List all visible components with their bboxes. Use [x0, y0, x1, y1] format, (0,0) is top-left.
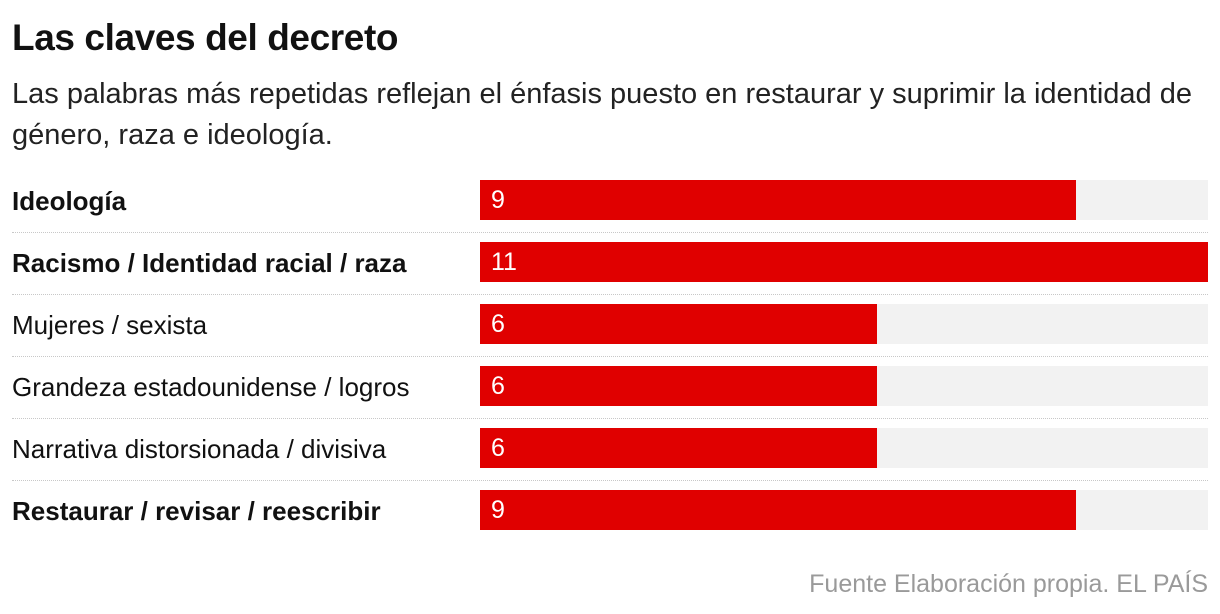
bar-row: Restaurar / revisar / reescribir 9 — [12, 480, 1208, 542]
bar: 9 — [480, 490, 1076, 530]
bar-value-label: 11 — [491, 248, 517, 276]
bar-track: 9 — [480, 490, 1208, 530]
bar-track: 6 — [480, 428, 1208, 468]
bar: 6 — [480, 366, 878, 406]
bar-value-label: 6 — [491, 310, 505, 338]
bar: 11 — [480, 242, 1208, 282]
bar-row: Narrativa distorsionada / divisiva 6 — [12, 418, 1208, 480]
category-label: Ideología — [12, 186, 127, 216]
chart-title: Las claves del decreto — [12, 17, 399, 58]
bar-row: Mujeres / sexista 6 — [12, 294, 1208, 356]
category-label: Grandeza estadounidense / logros — [12, 372, 410, 402]
bar: 6 — [480, 428, 878, 468]
bar-track: 6 — [480, 304, 1208, 344]
bar-row: Ideología 9 — [12, 170, 1208, 232]
bar-track: 6 — [480, 366, 1208, 406]
bar-value-label: 6 — [491, 372, 505, 400]
category-label: Racismo / Identidad racial / raza — [12, 248, 407, 278]
bar-value-label: 9 — [491, 186, 505, 214]
category-label: Narrativa distorsionada / divisiva — [12, 434, 387, 464]
source-note: Fuente Elaboración propia. EL PAÍS — [809, 570, 1208, 598]
bar-row: Grandeza estadounidense / logros 6 — [12, 356, 1208, 418]
category-label: Restaurar / revisar / reescribir — [12, 496, 381, 526]
bar-chart: Ideología 9 Racismo / Identidad racial / r… — [12, 170, 1208, 542]
bar: 9 — [480, 180, 1076, 220]
bar: 6 — [480, 304, 878, 344]
category-label: Mujeres / sexista — [12, 310, 208, 340]
chart-subtitle: Las palabras más repetidas reflejan el é… — [12, 78, 1192, 151]
bar-track: 9 — [480, 180, 1208, 220]
bar-track: 11 — [480, 242, 1208, 282]
bar-row: Racismo / Identidad racial / raza 11 — [12, 232, 1208, 294]
bar-value-label: 6 — [491, 434, 505, 462]
bar-value-label: 9 — [491, 496, 505, 524]
